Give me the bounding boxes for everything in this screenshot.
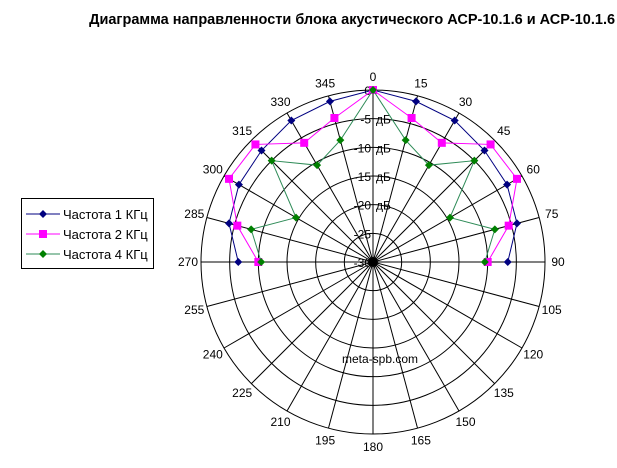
category-label: 345 (315, 76, 335, 90)
grid-spoke (372, 261, 540, 307)
category-label: 285 (184, 207, 204, 221)
category-label: 30 (459, 95, 473, 109)
grid-spoke (372, 140, 495, 263)
data-point (512, 174, 521, 183)
category-label: 135 (494, 386, 514, 400)
legend-label: Частота 2 КГц (63, 226, 148, 242)
data-point (480, 258, 489, 266)
radial-tick-label: -25 (354, 227, 372, 241)
grid-spoke (372, 261, 418, 429)
grid-spoke (328, 261, 374, 429)
data-point (486, 140, 495, 149)
radial-unit-label: дБ (376, 141, 391, 155)
data-point (445, 213, 454, 222)
grid-spoke (372, 261, 495, 384)
grid-spoke (328, 95, 374, 263)
watermark-text: meta-spb.com (342, 352, 418, 366)
category-label: 15 (414, 76, 428, 90)
data-point (233, 221, 242, 230)
category-label: 150 (455, 415, 475, 429)
legend-item-2khz: Частота 2 КГц (26, 224, 148, 244)
category-label: 300 (203, 163, 223, 177)
data-point (292, 213, 301, 222)
category-label: 165 (411, 434, 431, 448)
data-point (437, 138, 446, 147)
data-point (257, 258, 266, 266)
data-point (247, 225, 256, 234)
data-point (234, 258, 243, 266)
radial-unit-label: дБ (376, 199, 391, 213)
grid-spoke (372, 112, 460, 263)
data-point (503, 180, 512, 189)
radial-tick-label: -10 (354, 141, 372, 155)
category-label: 60 (527, 163, 541, 177)
category-label: 195 (315, 434, 335, 448)
category-label: 225 (232, 386, 252, 400)
category-label: 0 (370, 70, 377, 84)
category-label: 210 (270, 415, 290, 429)
radial-tick-label: -15 (354, 170, 372, 184)
category-label: 330 (270, 95, 290, 109)
data-point (424, 161, 433, 170)
legend-item-1khz: Частота 1 КГц (26, 204, 148, 224)
category-label: 240 (203, 348, 223, 362)
radial-unit-label: дБ (376, 113, 391, 127)
grid-spoke (372, 95, 418, 263)
legend-marker-1khz (26, 210, 60, 218)
category-label: 255 (184, 303, 204, 317)
radial-tick-label: -5 (360, 113, 371, 127)
data-point (225, 174, 234, 183)
data-point (369, 86, 377, 94)
data-point (412, 97, 421, 106)
data-point (504, 221, 513, 230)
grid-spoke (372, 261, 523, 349)
category-label: 120 (523, 348, 543, 362)
radial-unit-label: дБ (376, 170, 391, 184)
grid-spoke (251, 261, 374, 384)
category-label: 180 (363, 440, 383, 454)
category-label: 270 (178, 255, 198, 269)
data-point (490, 225, 499, 234)
data-point (407, 114, 416, 123)
category-label: 75 (545, 207, 559, 221)
grid-spoke (286, 112, 374, 263)
category-label: 90 (551, 255, 565, 269)
legend: Частота 1 КГц Частота 2 КГц Частота 4 КГ… (21, 198, 154, 269)
category-label: 105 (542, 303, 562, 317)
data-point (336, 136, 345, 145)
legend-marker-4khz (26, 250, 60, 258)
data-point (251, 140, 260, 149)
data-point (257, 146, 266, 155)
legend-marker-2khz (26, 230, 60, 238)
legend-item-4khz: Частота 4 КГц (26, 244, 148, 264)
grid-spoke (286, 261, 374, 412)
grid-spoke (223, 261, 374, 349)
data-point (300, 138, 309, 147)
data-point (313, 161, 322, 170)
grid-spoke (372, 261, 460, 412)
category-label: 45 (497, 124, 511, 138)
data-point (512, 219, 521, 228)
data-point (470, 156, 479, 165)
data-point (503, 258, 512, 266)
data-point (330, 114, 339, 123)
radial-tick-label: -20 (354, 199, 372, 213)
center-hub (368, 257, 378, 267)
grid-spoke (206, 261, 374, 307)
data-point (267, 156, 276, 165)
data-point (234, 180, 243, 189)
data-point (480, 146, 489, 155)
data-point (450, 116, 459, 125)
data-point (325, 97, 334, 106)
category-label: 315 (232, 124, 252, 138)
legend-label: Частота 1 КГц (63, 206, 148, 222)
data-point (401, 136, 410, 145)
data-point (225, 219, 234, 228)
radial-tick-label: -30 (354, 256, 372, 270)
data-point (287, 116, 296, 125)
legend-label: Частота 4 КГц (63, 246, 148, 262)
chart-title: Диаграмма направленности блока акустичес… (89, 12, 617, 28)
